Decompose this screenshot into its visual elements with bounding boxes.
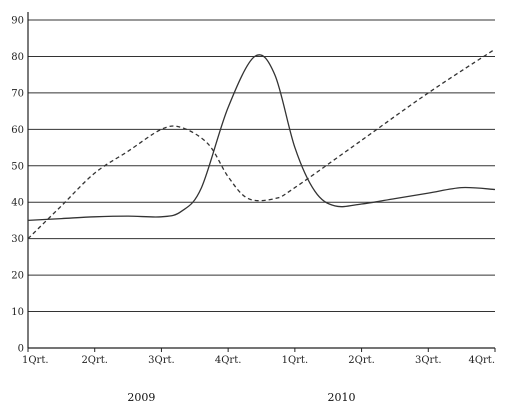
series [27,48,496,240]
y-tick-label: 20 [11,271,24,282]
y-tick-label: 70 [11,88,24,99]
y-tick-label: 30 [11,234,24,245]
year-label: 2009 [127,391,155,404]
y-tick-label: 60 [11,125,24,136]
x-tick-labels: 1Qrt. 2Qrt. 3Qrt. 4Qrt. 1Qrt. 2Qrt. 3Qrt. 4Qrt. [22,348,496,366]
x-tick-label: 4Qrt. [468,355,495,366]
y-tick-label: 80 [11,52,24,63]
series-line-dashed [27,48,496,240]
x-tick-label: 3Qrt. [148,355,175,366]
x-tick-label: 1Qrt. [22,355,49,366]
series-line-solid [27,54,496,222]
y-tick-label: 0 [18,344,24,355]
x-tick-label: 2Qrt. [348,355,375,366]
grid [28,19,495,313]
x-tick-label: 3Qrt. [415,355,442,366]
x-tick-label: 2Qrt. [81,355,108,366]
y-tick-label: 10 [11,307,24,318]
y-tick-label: 90 [11,16,24,27]
x-tick-label: 1Qrt. [282,355,309,366]
y-tick-labels: 0 10 20 30 40 50 60 70 80 90 [11,16,24,355]
year-labels: 2009 2010 [127,391,355,404]
year-label: 2010 [328,391,356,404]
x-tick-label: 4Qrt. [215,355,242,366]
y-tick-label: 40 [11,198,24,209]
y-tick-label: 50 [11,161,24,172]
axes [27,12,495,349]
